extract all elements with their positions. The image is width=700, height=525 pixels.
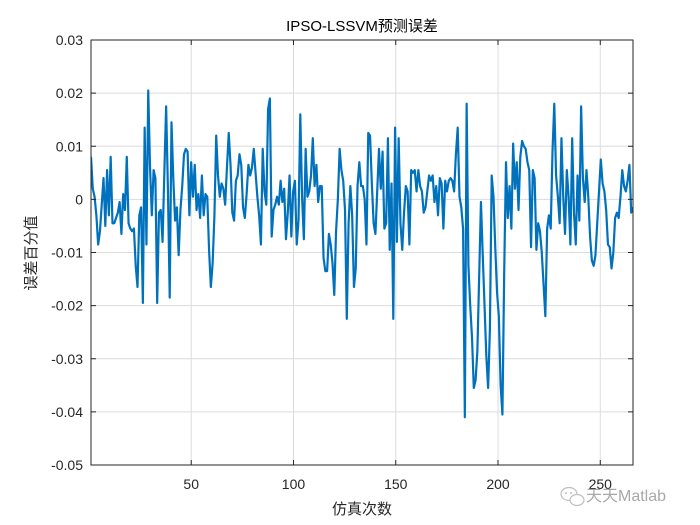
y-tick-label: 0.02 [56, 85, 83, 101]
x-tick-label: 150 [384, 476, 408, 492]
x-tick-label: 100 [282, 476, 306, 492]
y-tick-label: -0.05 [51, 457, 83, 473]
y-tick-label: -0.03 [51, 351, 83, 367]
error-series-line [91, 89, 633, 419]
y-tick-label: -0.01 [51, 245, 83, 261]
watermark: 天天Matlab [560, 486, 666, 507]
watermark-text: 天天Matlab [586, 488, 666, 505]
y-tick-label: 0.01 [56, 138, 83, 154]
y-tick-labels: 0.03 0.02 0.01 0 -0.01 -0.02 -0.03 -0.04 -0.05 [51, 32, 83, 473]
x-tick-label: 200 [486, 476, 510, 492]
x-axis-label: 仿真次数 [332, 500, 392, 518]
x-tick-label: 250 [589, 476, 613, 492]
plot-area [90, 39, 634, 466]
tick-marks [91, 39, 633, 466]
chart-title: IPSO-LSSVM预测误差 [286, 18, 438, 35]
y-tick-label: -0.02 [51, 298, 83, 314]
y-axis-label: 误差百分值 [22, 215, 40, 290]
x-tick-label: 50 [183, 476, 199, 492]
y-tick-label: 0.03 [56, 32, 83, 48]
wechat-icon [560, 486, 585, 507]
grid-lines [91, 39, 633, 466]
y-tick-label: 0 [75, 191, 83, 207]
y-tick-label: -0.04 [51, 404, 83, 420]
x-tick-labels: 50 100 150 200 250 [183, 476, 612, 492]
